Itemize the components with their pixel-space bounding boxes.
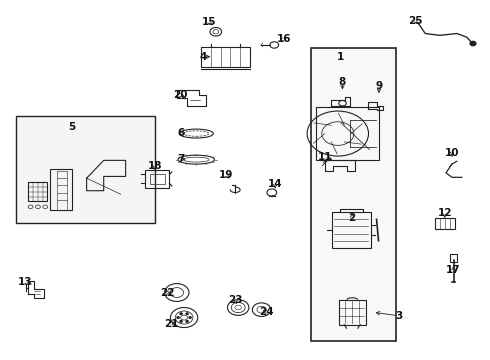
- Text: 21: 21: [164, 319, 178, 329]
- Text: 17: 17: [446, 265, 461, 275]
- Bar: [332, 212, 371, 248]
- Bar: [339, 300, 366, 325]
- Bar: [435, 218, 455, 229]
- Text: 20: 20: [173, 90, 188, 100]
- Circle shape: [186, 320, 188, 322]
- Text: 22: 22: [160, 288, 174, 297]
- Text: 19: 19: [220, 170, 234, 180]
- Text: 12: 12: [438, 208, 452, 218]
- Text: 24: 24: [260, 307, 274, 317]
- Text: 2: 2: [348, 212, 356, 222]
- Circle shape: [180, 313, 182, 315]
- Circle shape: [177, 317, 179, 318]
- Bar: [311, 48, 396, 341]
- Bar: [16, 116, 155, 223]
- Text: 15: 15: [202, 17, 217, 27]
- Circle shape: [186, 313, 188, 315]
- Text: 13: 13: [18, 277, 32, 287]
- Bar: [450, 254, 458, 262]
- Text: 14: 14: [268, 179, 283, 189]
- Text: 18: 18: [147, 161, 162, 171]
- Text: 8: 8: [339, 77, 346, 87]
- Text: 25: 25: [408, 16, 423, 26]
- Text: 10: 10: [445, 148, 459, 158]
- Text: 6: 6: [177, 128, 184, 138]
- Text: 3: 3: [395, 311, 402, 321]
- Text: 11: 11: [318, 153, 333, 162]
- Text: 9: 9: [375, 81, 383, 91]
- Bar: [28, 182, 47, 202]
- Text: 4: 4: [200, 52, 207, 62]
- Circle shape: [470, 41, 476, 46]
- Bar: [145, 170, 170, 188]
- Text: 7: 7: [177, 154, 184, 164]
- Circle shape: [180, 320, 182, 322]
- Circle shape: [189, 317, 191, 318]
- Text: 16: 16: [277, 34, 291, 44]
- Text: 1: 1: [336, 52, 343, 62]
- Bar: [150, 174, 165, 184]
- Bar: [316, 107, 379, 160]
- Text: 5: 5: [69, 122, 75, 132]
- Text: 23: 23: [228, 295, 243, 305]
- Bar: [201, 47, 250, 67]
- Bar: [50, 169, 72, 210]
